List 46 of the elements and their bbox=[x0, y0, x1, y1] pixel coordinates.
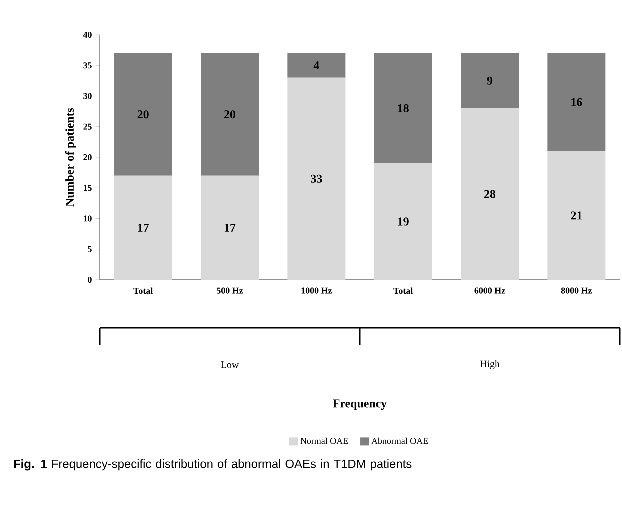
x-tick-label: Total bbox=[394, 288, 413, 294]
bar bbox=[461, 53, 520, 108]
data-label: 19 bbox=[398, 218, 409, 226]
data-label: 20 bbox=[138, 110, 149, 119]
data-label: 17 bbox=[224, 224, 236, 232]
bar bbox=[461, 108, 520, 280]
bar bbox=[114, 176, 172, 280]
data-label: 33 bbox=[311, 174, 322, 183]
text: Fig. 1 Frequency-specific distribution of abnormal OAEs in T1DM patients bbox=[14, 460, 412, 471]
bar bbox=[548, 53, 606, 152]
bar bbox=[374, 164, 432, 280]
legend-label: Abnormal OAE bbox=[372, 438, 428, 444]
bar bbox=[548, 151, 606, 280]
data-label: 9 bbox=[487, 76, 493, 85]
y-tick-label: 0 bbox=[88, 276, 92, 284]
x-tick-label: 500 Hz bbox=[217, 288, 244, 294]
y-tick-label: 40 bbox=[83, 32, 92, 38]
y-tick-label: 30 bbox=[84, 93, 92, 100]
y-tick-label: 35 bbox=[84, 62, 92, 69]
data-label: 28 bbox=[484, 190, 496, 198]
legend-label: Normal OAE bbox=[300, 438, 348, 444]
data-label: 16 bbox=[572, 98, 582, 106]
bar bbox=[374, 53, 432, 164]
x-tick-label: 8000 Hz bbox=[561, 288, 592, 294]
data-label: 20 bbox=[224, 110, 236, 119]
y-tick-label: 10 bbox=[84, 216, 92, 222]
bar bbox=[288, 53, 346, 78]
y-tick-label: 15 bbox=[84, 185, 92, 192]
bar bbox=[114, 53, 172, 176]
x-tick-label: 1000 Hz bbox=[302, 288, 332, 294]
y-tick-label: 20 bbox=[84, 154, 92, 161]
text: Frequency bbox=[333, 400, 388, 410]
data-label: 4 bbox=[314, 62, 320, 70]
data-label: 18 bbox=[398, 104, 409, 113]
text: High bbox=[480, 360, 500, 370]
bar bbox=[201, 53, 260, 176]
text: Low bbox=[221, 362, 240, 368]
bar bbox=[288, 78, 346, 280]
data-label: 21 bbox=[571, 212, 582, 220]
y-tick-label: 25 bbox=[84, 124, 92, 130]
y-axis-title: Number of patients bbox=[65, 108, 76, 207]
x-tick-label: Total bbox=[134, 288, 153, 294]
bar bbox=[201, 176, 260, 280]
data-label: 17 bbox=[138, 224, 150, 232]
x-tick-label: 6000 Hz bbox=[474, 288, 506, 294]
y-tick-label: 5 bbox=[88, 246, 92, 252]
